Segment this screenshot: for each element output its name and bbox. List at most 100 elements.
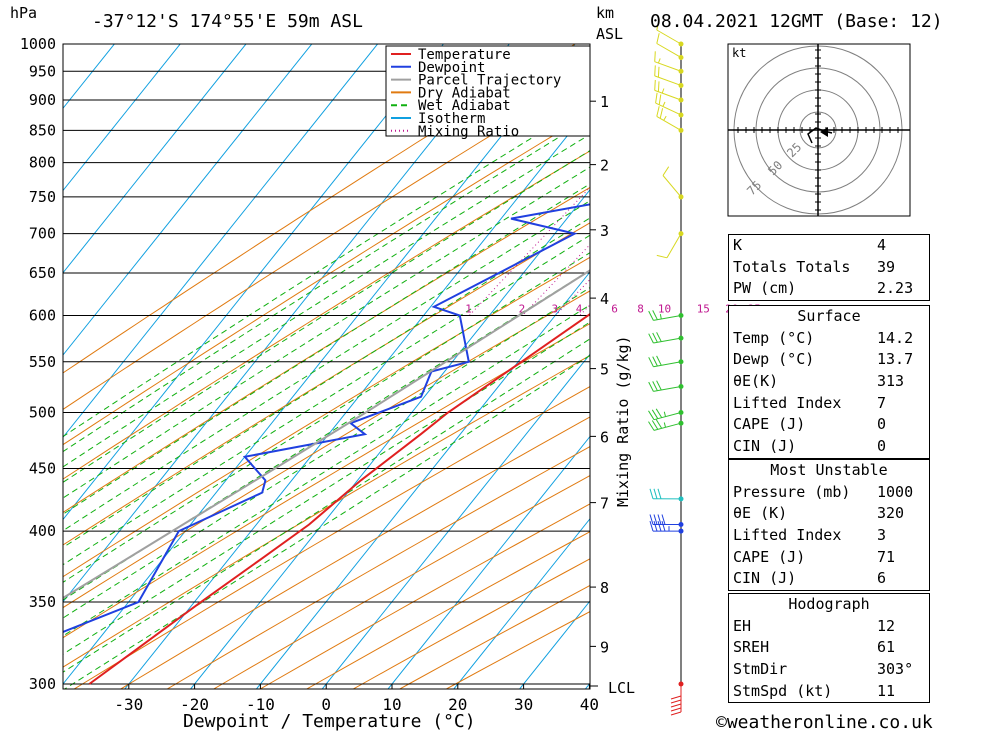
dry-adiabat-line [259,503,590,689]
index-label: StmDir [733,660,788,679]
index-row: StmSpd (kt) 11 [729,681,929,703]
isotherm-line [387,435,590,689]
x-tick-label: 10 [382,695,401,714]
dry-adiabat-line [63,222,590,546]
wet-adiabat-line [63,287,590,619]
mixing-ratio-label: 6 [611,303,618,316]
asl-label: ASL [596,25,623,43]
pressure-tick-label: 650 [29,264,56,282]
index-row: CAPE (J) 0 [729,414,929,436]
index-row: θE (K) 320 [729,503,929,525]
wind-barb [656,231,684,259]
index-label: CAPE (J) [733,415,806,434]
x-tick-label: -20 [180,695,209,714]
wet-adiabat-line [63,133,590,468]
dry-adiabat-line [63,186,590,514]
index-value: 14.2 [877,328,914,347]
index-label: K [733,236,743,254]
isotherm-line [63,44,445,521]
background-lines [63,44,590,689]
pressure-tick-label: 600 [29,307,56,325]
index-value: 61 [877,638,896,657]
legend-entry: Isotherm [418,111,485,127]
pressure-tick-label: 950 [29,62,56,80]
copyright-label: ©weatheronline.co.uk [716,712,933,733]
index-label: θE(K) [733,372,779,391]
index-value: 0 [877,437,887,456]
hodograph-unit: kt [732,46,746,60]
x-tick-label: 30 [514,695,533,714]
index-value: 3 [877,526,887,545]
dry-adiabat-line [63,256,590,578]
wet-adiabat-line [63,117,590,453]
index-value: 7 [877,393,887,412]
index-label: θE (K) [733,504,788,523]
axes: 3003504004505005506006507007508008509009… [20,35,609,714]
index-value: 4 [877,236,887,254]
mixing-ratio-axis-title: Mixing Ratio (g/kg) [614,335,632,507]
index-label: EH [733,616,752,635]
dry-adiabat-line [73,385,590,689]
index-label: CIN (J) [733,437,797,456]
index-row: θE(K) 313 [729,371,929,393]
index-value: 0 [877,415,887,434]
isotherm-line [63,44,247,274]
pressure-tick-label: 300 [29,675,56,693]
index-label: StmSpd (kt) [733,681,833,700]
mixing-ratio-label: 1 [465,303,472,316]
index-value: 12 [877,616,896,635]
index-value: 11 [877,681,896,700]
dry-adiabat-line [63,354,590,668]
x-axis-title: Dewpoint / Temperature (°C) [183,711,476,732]
index-value: 313 [877,372,905,391]
mixing-ratio-label: 2 [519,303,526,316]
mixing-ratio-label: 15 [697,303,710,316]
dry-adiabat-line [166,445,590,689]
location-label: -37°12'S 174°55'E 59m ASL [92,11,363,32]
mixing-ratio-label: 3 [552,303,559,316]
surface-panel: Surface Temp (°C) 14.2 Dewp (°C) 13.7 θE(K) 3… [728,305,930,459]
isotherm-line [453,517,590,689]
wind-barb [648,355,684,368]
legend-entry: Dry Adiabat [418,85,511,101]
index-label: PW (cm) [733,279,797,298]
isotherm-line [63,44,379,439]
index-value: 13.7 [877,350,914,369]
wind-barb [656,33,684,60]
dry-adiabat-line [63,150,590,480]
index-row: SREH 61 [729,637,929,659]
dry-adiabat-line [212,475,590,689]
index-value: 39 [877,257,896,276]
pressure-tick-label: 550 [29,353,56,371]
wind-barb-column [648,19,684,716]
wind-barb [655,92,684,118]
km-tick-label: 9 [600,638,609,656]
km-tick-label: 1 [600,93,609,111]
index-label: Totals Totals [733,257,851,276]
legend-entry: Temperature [418,47,511,63]
sounding-curves [63,203,590,685]
km-tick-label: 8 [600,579,609,597]
series-parcel-trajectory [63,269,590,600]
wind-barb [648,332,684,344]
wet-adiabat-line [63,183,590,515]
wet-adiabat-line [63,304,590,637]
x-tick-label: 40 [580,695,599,714]
lcl-label: LCL [608,679,635,697]
series-temperature [88,312,590,685]
dry-adiabat-line [119,416,590,689]
wet-adiabat-line [63,354,590,689]
legend-entry: Dewpoint [418,60,485,76]
mixing-ratio-label: 10 [658,303,671,316]
x-tick-label: 20 [448,695,467,714]
wet-adiabat-line [63,200,590,532]
wind-barb [649,488,684,502]
index-row: Pressure (mb) 1000 [729,482,929,504]
isotherm-line [63,44,313,356]
index-row: Lifted Index 7 [729,393,929,415]
wind-barb [648,408,684,421]
km-tick-label: 5 [600,361,609,379]
